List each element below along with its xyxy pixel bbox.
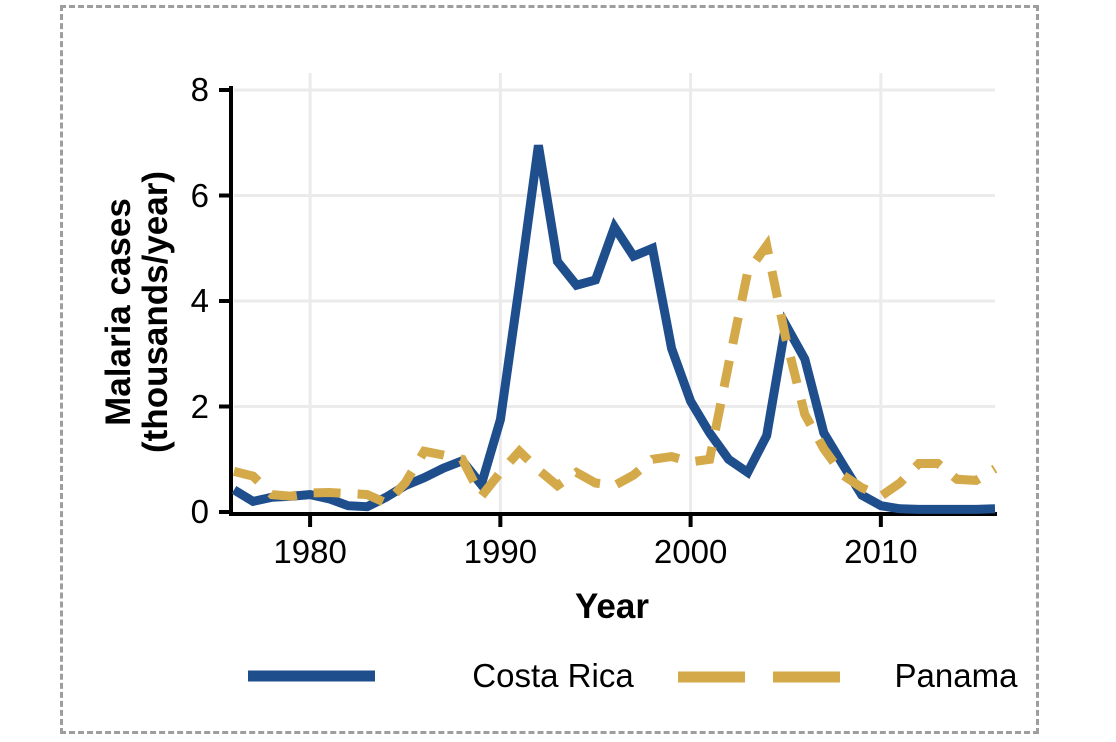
x-tick-label-1980: 1980 xyxy=(273,533,347,570)
y-tick-label-2: 2 xyxy=(190,387,209,425)
x-tick-label-2000: 2000 xyxy=(653,533,728,570)
y-tick-label-6: 6 xyxy=(190,176,209,214)
series-line-costa-rica xyxy=(231,144,996,514)
x-axis-title: Year xyxy=(575,587,649,626)
y-tick-label-4: 4 xyxy=(190,282,209,319)
y-tick-label-0: 0 xyxy=(190,493,209,530)
legend-label-panama: Panama xyxy=(894,657,1018,694)
x-tick-label-2010: 2010 xyxy=(844,533,918,570)
legend-label-costa-rica: Costa Rica xyxy=(472,657,634,694)
series-line-panama xyxy=(232,234,998,509)
y-tick-label-8: 8 xyxy=(190,71,209,108)
x-tick-label-1990: 1990 xyxy=(463,533,538,570)
